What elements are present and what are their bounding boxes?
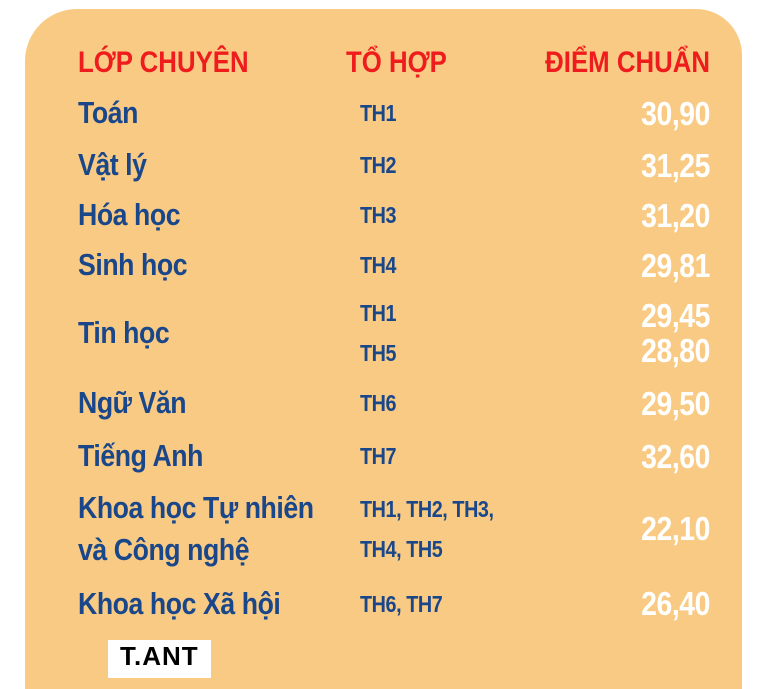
score-cell: 31,25 — [518, 148, 710, 183]
score-value: 28,80 — [641, 332, 710, 369]
header-subject-column: LỚP CHUYÊN — [78, 46, 249, 79]
watermark-credit: T.ANT — [108, 640, 211, 678]
combo-cell: TH6 — [360, 383, 518, 423]
combo-cell: TH1 TH5 — [360, 293, 518, 373]
combo-label: TH6 — [360, 390, 397, 416]
score-value: 26,40 — [641, 585, 710, 622]
score-value: 31,20 — [641, 196, 710, 234]
combo-cell: TH1, TH2, TH3, TH4, TH5 — [360, 489, 518, 569]
score-cell: 29,81 — [518, 248, 710, 283]
score-value: 32,60 — [641, 437, 710, 475]
combo-label: TH2 — [360, 152, 397, 178]
table-row: Ngữ Văn TH6 29,50 — [78, 375, 710, 431]
score-cell: 22,10 — [518, 511, 710, 546]
score-cell: 29,45 28,80 — [518, 298, 710, 368]
subject-cell: Hóa học — [78, 194, 360, 236]
subject-cell: Tin học — [78, 312, 360, 354]
combo-cell: TH2 — [360, 145, 518, 185]
subject-cell: Sinh học — [78, 244, 360, 286]
combo-cell: TH7 — [360, 436, 518, 476]
score-cell: 29,50 — [518, 386, 710, 421]
subject-label: Toán — [78, 95, 138, 130]
table-body: Toán TH1 30,90 Vật lý TH2 31,25 Hóa học … — [78, 87, 710, 631]
table-row: Khoa học Xã hội TH6, TH7 26,40 — [78, 576, 710, 631]
combo-label: TH1 — [360, 100, 397, 126]
header-combo-column: TỔ HỢP — [346, 46, 447, 79]
combo-label: TH1 — [360, 300, 397, 326]
combo-label: TH6, TH7 — [360, 590, 443, 617]
subject-label: Khoa học Xã hội — [78, 585, 281, 621]
table-row: Khoa học Tự nhiên và Công nghệ TH1, TH2, … — [78, 481, 710, 576]
table-row: Vật lý TH2 31,25 — [78, 139, 710, 191]
subject-cell: Khoa học Xã hội — [78, 583, 360, 625]
subject-label: Ngữ Văn — [78, 385, 187, 420]
table-row: Sinh học TH4 29,81 — [78, 239, 710, 291]
combo-label: TH1, TH2, TH3, — [360, 495, 494, 522]
combo-label: TH7 — [360, 443, 397, 469]
table-header-row: LỚP CHUYÊN TỔ HỢP ĐIỂM CHUẨN — [78, 39, 710, 87]
score-value: 30,90 — [641, 94, 710, 132]
score-cell: 31,20 — [518, 198, 710, 233]
subject-label: Hóa học — [78, 197, 181, 232]
table-row: Tiếng Anh TH7 32,60 — [78, 431, 710, 481]
table-row: Toán TH1 30,90 — [78, 87, 710, 139]
score-value: 29,50 — [641, 384, 710, 422]
score-cell: 26,40 — [518, 586, 710, 621]
score-cell: 32,60 — [518, 439, 710, 474]
combo-cell: TH6, TH7 — [360, 584, 518, 624]
subject-label: Vật lý — [78, 147, 147, 182]
table-row: Tin học TH1 TH5 29,45 28,80 — [78, 291, 710, 375]
subject-label: và Công nghệ — [78, 531, 250, 567]
subject-cell: Toán — [78, 92, 360, 134]
subject-label: Sinh học — [78, 247, 188, 282]
subject-cell: Khoa học Tự nhiên và Công nghệ — [78, 487, 360, 571]
combo-label: TH3 — [360, 202, 397, 228]
subject-label: Tin học — [78, 315, 170, 350]
score-table-card: LỚP CHUYÊN TỔ HỢP ĐIỂM CHUẨN Toán TH1 30… — [25, 9, 742, 689]
subject-label: Tiếng Anh — [78, 438, 203, 473]
score-value: 22,10 — [641, 510, 710, 547]
combo-cell: TH4 — [360, 245, 518, 285]
score-value: 29,45 — [641, 297, 710, 334]
combo-cell: TH1 — [360, 93, 518, 133]
score-value: 29,81 — [641, 246, 710, 284]
table-row: Hóa học TH3 31,20 — [78, 191, 710, 239]
score-value: 31,25 — [641, 146, 710, 184]
subject-cell: Ngữ Văn — [78, 382, 360, 424]
subject-cell: Tiếng Anh — [78, 435, 360, 477]
combo-label: TH4, TH5 — [360, 535, 443, 562]
combo-cell: TH3 — [360, 195, 518, 235]
subject-cell: Vật lý — [78, 144, 360, 186]
header-score-column: ĐIỂM CHUẨN — [545, 46, 710, 79]
score-cell: 30,90 — [518, 96, 710, 131]
combo-label: TH4 — [360, 252, 397, 278]
combo-label: TH5 — [360, 340, 397, 366]
subject-label: Khoa học Tự nhiên — [78, 489, 314, 525]
